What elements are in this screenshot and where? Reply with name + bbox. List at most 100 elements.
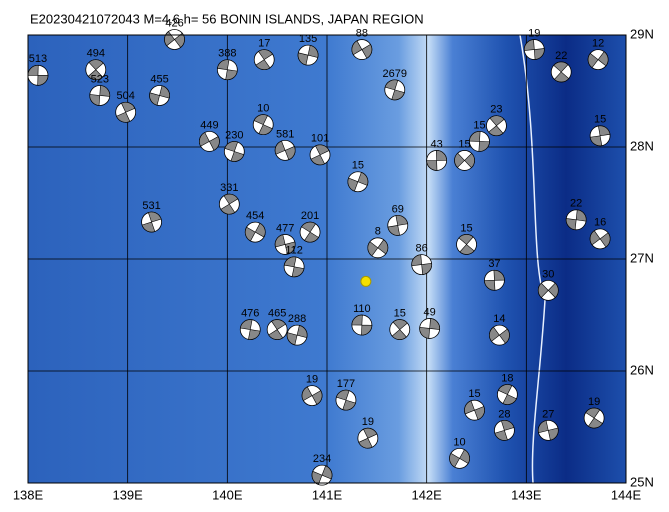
event-label: 15 — [594, 114, 606, 126]
beachball-compression — [244, 222, 266, 242]
focal-mechanism — [301, 385, 323, 407]
beachball-compression — [494, 420, 515, 441]
focal-mechanism — [550, 61, 572, 83]
beachball-compression — [220, 193, 239, 215]
beachball-compression — [89, 85, 111, 106]
focal-mechanism — [537, 279, 559, 301]
beachball-compression — [255, 49, 273, 70]
focal-mechanism — [198, 130, 220, 152]
event-label: 15 — [460, 222, 472, 234]
x-tick-label: 142E — [411, 487, 442, 502]
focal-mechanism — [311, 464, 333, 486]
focal-mechanism — [335, 389, 357, 411]
event-label: 477 — [276, 222, 294, 234]
focal-mechanism — [223, 141, 245, 162]
event-label: 8 — [375, 226, 381, 238]
event-label: 135 — [299, 33, 317, 45]
x-tick-label: 141E — [312, 487, 343, 502]
x-tick-label: 138E — [13, 487, 44, 502]
beachball-compression — [240, 319, 261, 340]
focal-mechanism — [286, 324, 308, 346]
focal-mechanism — [253, 49, 275, 71]
event-label: 581 — [276, 128, 294, 140]
focal-mechanism — [299, 221, 321, 243]
beachball-compression — [585, 407, 603, 429]
x-tick-label: 140E — [212, 487, 243, 502]
event-label: 14 — [493, 313, 505, 325]
beachball-compression — [297, 45, 319, 66]
event-label: 523 — [91, 73, 109, 85]
event-label: 43 — [431, 138, 443, 150]
focal-mechanism — [389, 319, 411, 340]
focal-mechanism — [486, 115, 507, 137]
event-label: 27 — [542, 408, 554, 420]
beachball-compression — [587, 51, 609, 69]
event-label: 465 — [268, 307, 286, 319]
event-label: 19 — [588, 396, 600, 408]
event-label: 15 — [458, 138, 470, 150]
focal-mechanism — [27, 64, 49, 86]
event-label: 177 — [337, 378, 355, 390]
beachball-compression — [283, 256, 305, 278]
beachball-compression — [426, 150, 447, 171]
beachball-compression — [419, 318, 440, 339]
focal-mechanism — [283, 256, 305, 278]
beachball-compression — [301, 221, 319, 243]
beachball-compression — [387, 215, 408, 236]
beachball-compression — [589, 125, 611, 147]
event-label: 17 — [258, 38, 270, 50]
event-label: 23 — [490, 104, 502, 116]
focal-mechanism — [347, 171, 369, 193]
focal-mechanism — [484, 269, 505, 291]
event-label: 454 — [246, 210, 264, 222]
focal-mechanism — [426, 150, 448, 171]
event-label: 49 — [424, 306, 436, 318]
event-label: 19 — [528, 27, 540, 39]
beachball-compression — [274, 140, 296, 161]
event-label: 37 — [488, 258, 500, 270]
focal-mechanism — [351, 314, 373, 336]
event-label: 388 — [218, 48, 236, 60]
event-label: 101 — [311, 133, 329, 145]
event-label: 110 — [353, 303, 371, 315]
map-title: E20230421072043 M=4.6 h= 56 BONIN ISLAND… — [30, 11, 424, 26]
focal-mechanism — [489, 324, 510, 346]
y-tick-label: 29N — [630, 26, 654, 41]
event-label: 513 — [29, 53, 47, 65]
event-label: 10 — [257, 103, 269, 115]
focal-mechanism — [589, 228, 611, 250]
focal-mechanism — [115, 101, 137, 123]
focal-mechanism — [252, 114, 274, 135]
event-label: 28 — [498, 408, 510, 420]
beachball-compression — [565, 209, 587, 231]
event-label: 531 — [142, 200, 160, 212]
beachball-compression — [469, 131, 490, 152]
beachball-compression — [367, 239, 389, 257]
beachball-compression — [310, 144, 330, 166]
event-label: 288 — [288, 313, 306, 325]
event-label: 15 — [468, 388, 480, 400]
focal-mechanism — [419, 318, 441, 339]
focal-mechanism — [85, 59, 107, 81]
focal-mechanism — [216, 59, 238, 81]
focal-mechanism — [89, 85, 111, 106]
x-tick-label: 144E — [611, 487, 642, 502]
focal-mechanism — [537, 419, 559, 441]
focal-mechanism — [141, 211, 162, 233]
event-label: 494 — [87, 48, 105, 60]
focal-mechanism — [496, 384, 518, 405]
event-label: 504 — [116, 90, 134, 102]
beachball-compression — [253, 114, 273, 135]
focal-mechanism — [454, 150, 475, 171]
map-frame — [27, 34, 627, 484]
x-tick-label: 139E — [112, 487, 143, 502]
event-label: 15 — [473, 119, 485, 131]
focal-mechanism — [297, 44, 319, 66]
beachball-compression — [87, 59, 104, 80]
focal-mechanism — [589, 125, 611, 147]
beachball-compression — [141, 211, 162, 233]
event-label: 69 — [392, 203, 404, 215]
focal-mechanism — [274, 234, 296, 255]
focal-mechanism — [387, 214, 409, 236]
beachball-compression — [335, 389, 356, 411]
